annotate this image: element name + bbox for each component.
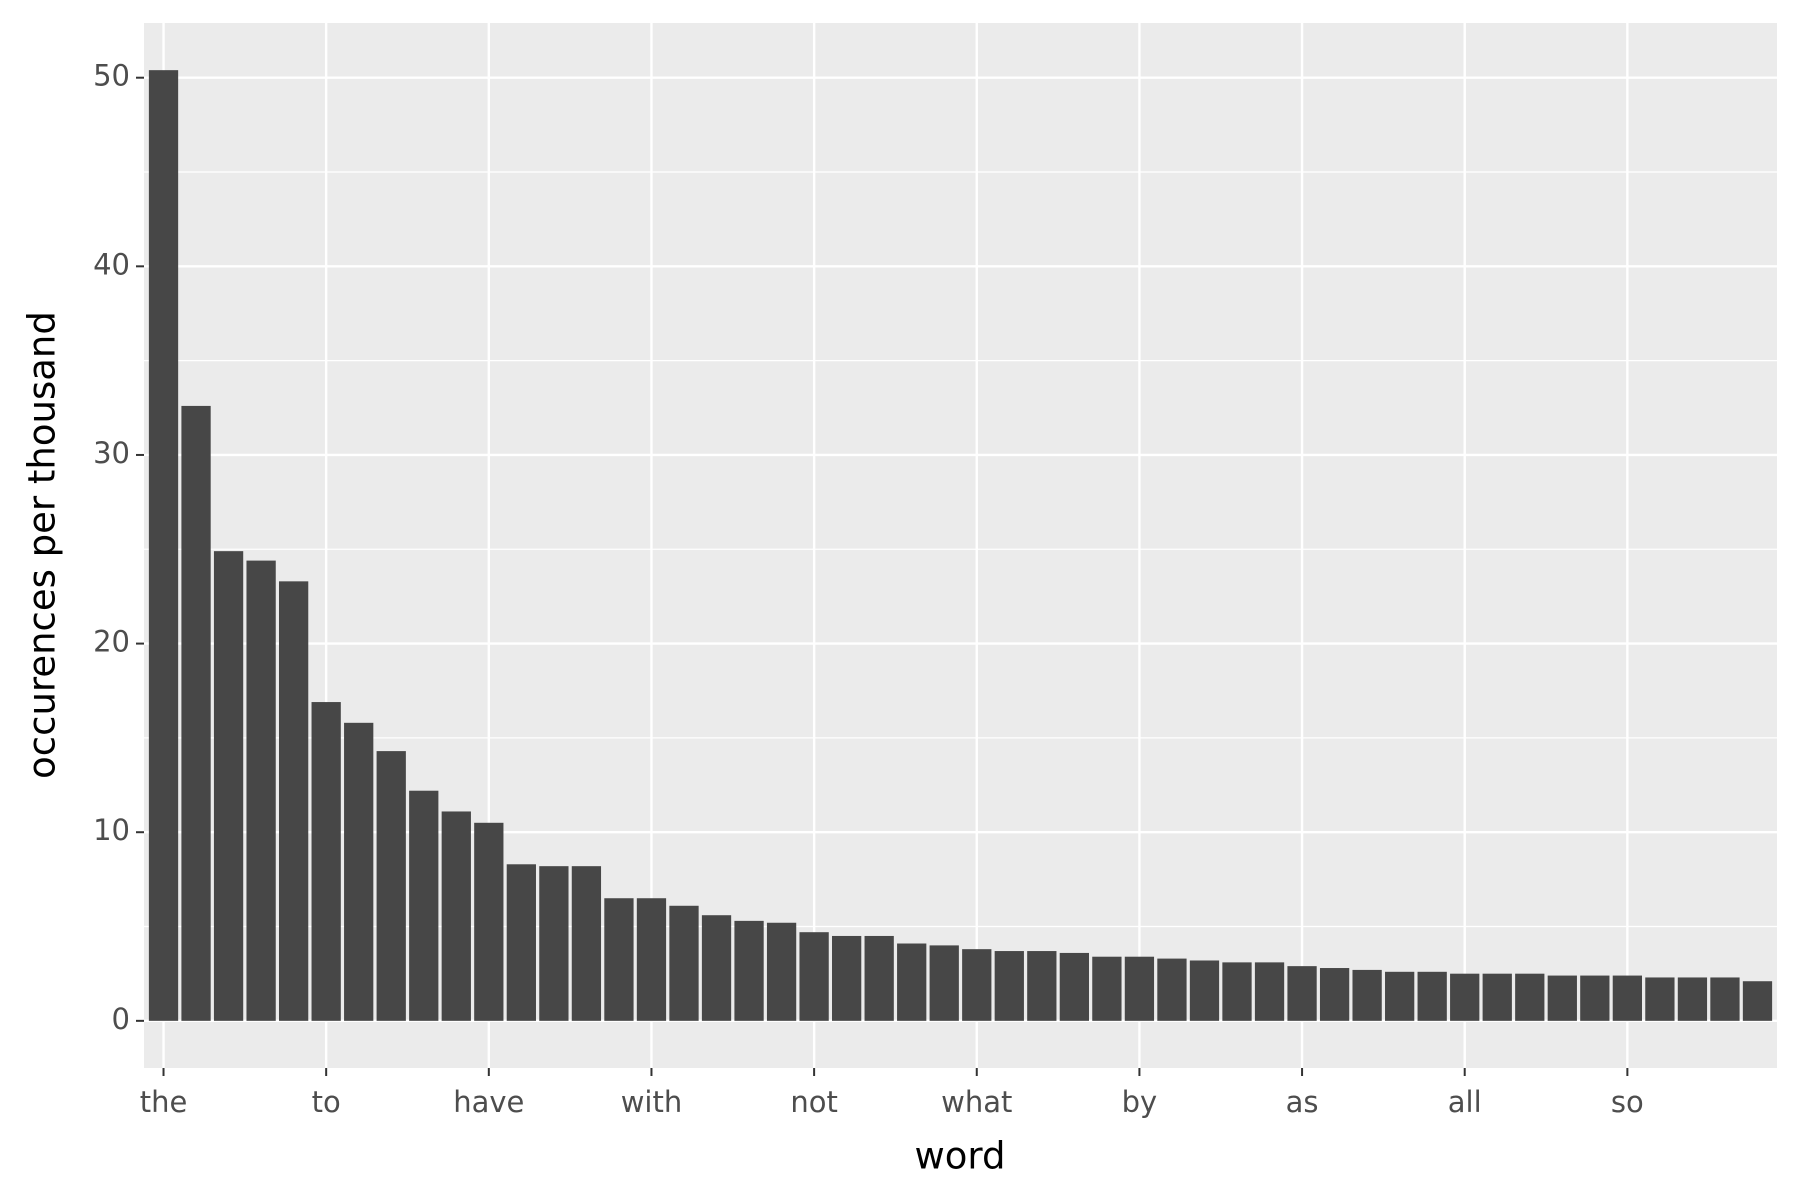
x-tick-label: the — [140, 1085, 188, 1119]
bar — [1580, 975, 1610, 1021]
bar — [962, 949, 992, 1021]
y-tick-label: 0 — [112, 1002, 130, 1036]
bar — [409, 790, 439, 1021]
bar — [1124, 956, 1155, 1021]
bar — [864, 935, 894, 1021]
bar — [539, 866, 569, 1021]
x-tick-label: all — [1448, 1085, 1482, 1119]
bar — [1645, 977, 1675, 1021]
y-tick-label: 20 — [93, 625, 130, 659]
bar — [832, 935, 862, 1021]
x-tick-label: not — [790, 1085, 838, 1119]
bar — [766, 922, 797, 1021]
bar — [1677, 977, 1708, 1021]
bar — [1189, 960, 1220, 1021]
x-tick-label: what — [941, 1085, 1012, 1119]
bar — [311, 702, 341, 1021]
bar — [1417, 971, 1447, 1021]
y-tick-label: 50 — [93, 59, 130, 93]
bar — [1515, 973, 1545, 1021]
x-tick-label: so — [1611, 1085, 1644, 1119]
bar — [506, 864, 536, 1021]
bar — [1157, 958, 1187, 1021]
x-tick-label: with — [621, 1085, 683, 1119]
bar — [669, 905, 699, 1021]
bar — [897, 943, 927, 1021]
bar — [1222, 962, 1252, 1021]
bar — [148, 70, 179, 1021]
bar — [929, 945, 959, 1021]
bar — [1612, 975, 1643, 1021]
bar — [636, 898, 667, 1021]
bar — [1027, 951, 1057, 1021]
bar — [1059, 952, 1089, 1021]
bar — [1450, 973, 1480, 1021]
bar — [734, 920, 764, 1021]
bar — [701, 915, 732, 1021]
bar — [441, 811, 471, 1021]
y-tick-label: 40 — [93, 247, 130, 281]
bar — [1710, 977, 1740, 1021]
x-tick-label: have — [453, 1085, 524, 1119]
bar — [1319, 968, 1350, 1021]
x-tick-label: to — [312, 1085, 341, 1119]
bar — [278, 581, 309, 1021]
bar — [1352, 969, 1382, 1021]
y-axis-title: occurences per thousand — [21, 311, 64, 779]
bar — [799, 932, 829, 1021]
bar — [1254, 962, 1285, 1021]
bar — [213, 551, 244, 1021]
bar — [604, 898, 634, 1021]
x-axis-title: word — [915, 1135, 1006, 1178]
y-tick-label: 10 — [93, 813, 130, 847]
x-tick-label: by — [1122, 1085, 1158, 1119]
bar — [1287, 966, 1317, 1021]
bar — [1482, 973, 1512, 1021]
bar — [1092, 956, 1122, 1021]
bar — [246, 560, 276, 1021]
bar — [1385, 971, 1415, 1021]
bar — [344, 722, 374, 1021]
bar — [1742, 981, 1773, 1021]
bar — [994, 951, 1024, 1021]
bar — [376, 751, 406, 1021]
bar — [1547, 975, 1577, 1021]
x-tick-label: as — [1286, 1085, 1319, 1119]
y-tick-label: 30 — [93, 436, 130, 470]
bar — [181, 405, 211, 1021]
bar — [474, 822, 504, 1021]
bar — [571, 866, 602, 1021]
